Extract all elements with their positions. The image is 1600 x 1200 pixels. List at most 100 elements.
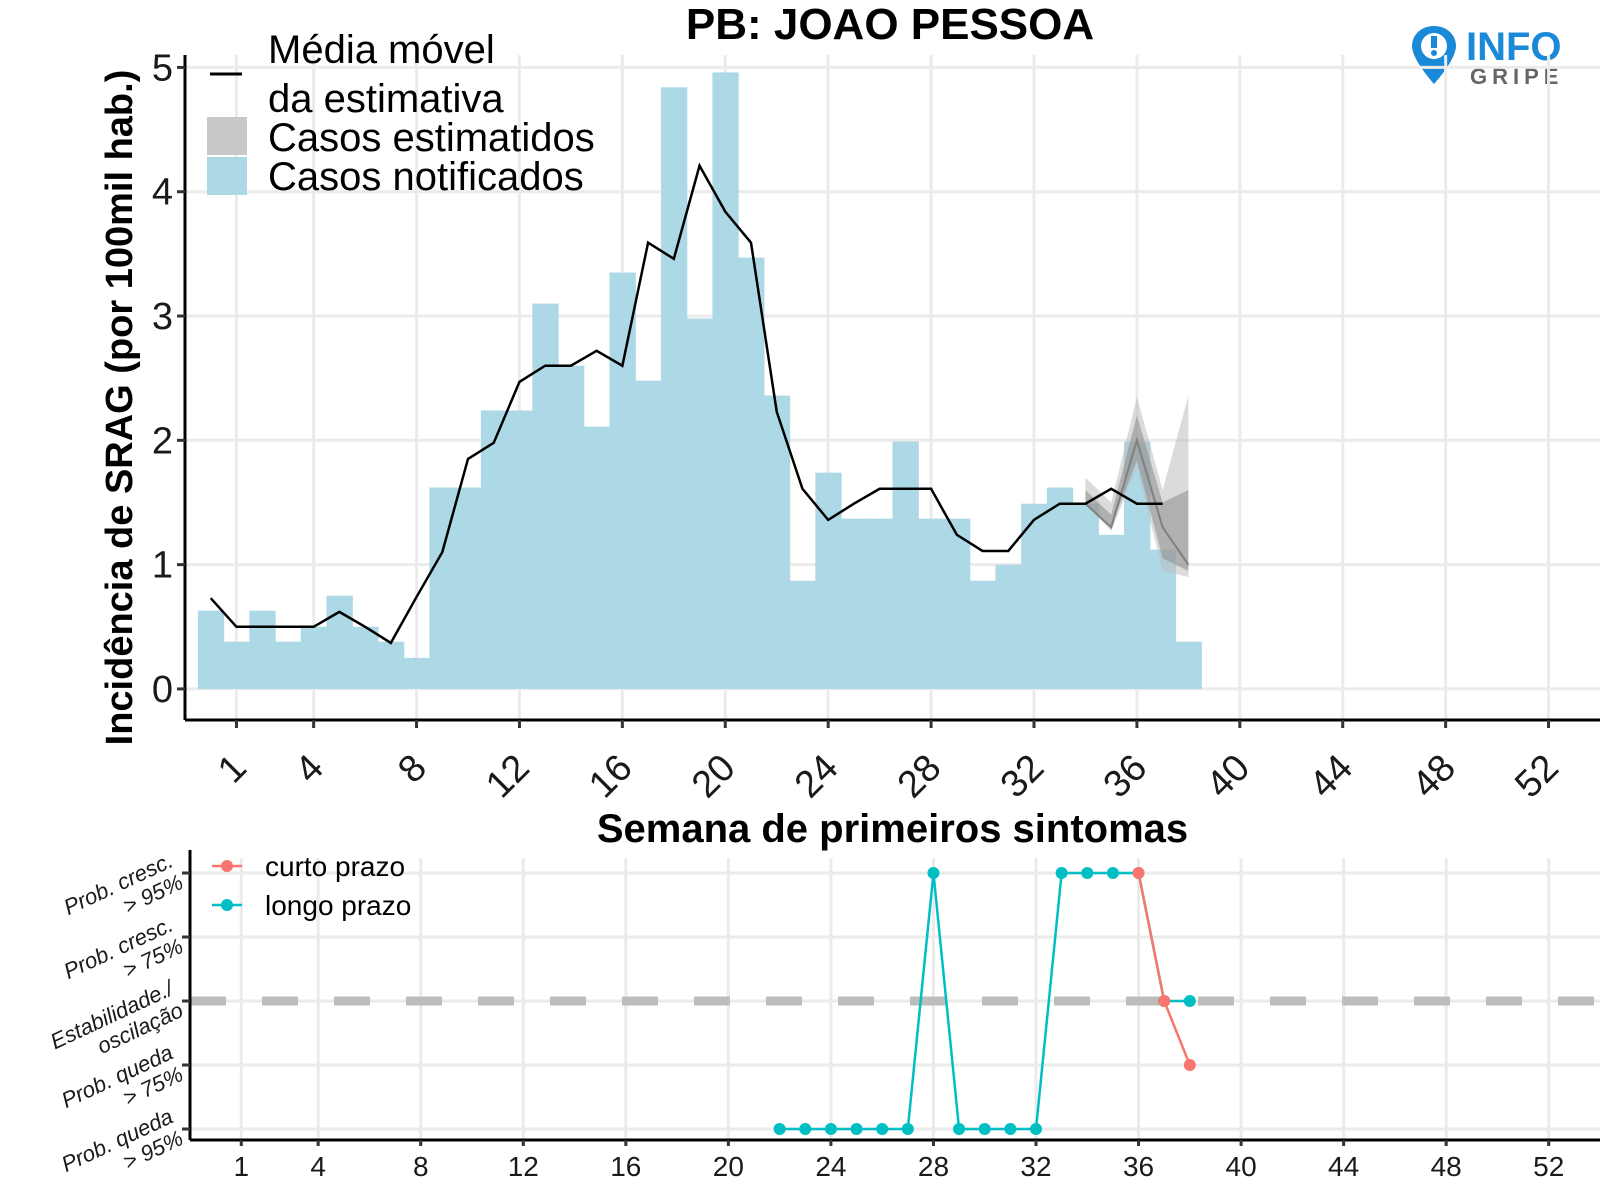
series-point: [824, 1123, 837, 1135]
trend-series: [773, 867, 1196, 1135]
bottom-legend: curto prazo longo prazo: [212, 851, 411, 921]
series-point: [773, 1123, 786, 1135]
x-tick-label: 52: [1533, 1151, 1564, 1182]
x-tick-label: 1: [233, 1151, 249, 1182]
legend-label: longo prazo: [265, 890, 411, 921]
x-axis-title: Semana de primeiros sintomas: [597, 807, 1188, 851]
x-tick-label: 4: [310, 1151, 326, 1182]
x-tick-label: 8: [413, 1151, 429, 1182]
series-point: [1158, 995, 1171, 1007]
notified-bar: [1098, 534, 1125, 689]
notified-bar: [686, 318, 714, 689]
notified-bar: [892, 441, 919, 689]
x-tick-label: 16: [610, 1151, 641, 1182]
x-tick-label: 40: [1226, 1151, 1257, 1182]
x-tick-label: 36: [1123, 1151, 1154, 1182]
notified-bar: [1072, 503, 1099, 689]
x-tick-label: 20: [713, 1151, 744, 1182]
series-point: [953, 1123, 966, 1135]
y-tick-label: 5: [152, 47, 173, 89]
x-tick-label: 24: [787, 747, 847, 807]
notified-bar: [712, 72, 739, 689]
notified-bar: [249, 610, 276, 689]
series-point: [1030, 1123, 1042, 1135]
notified-bars: [197, 72, 1202, 689]
x-tick-label: 52: [1507, 747, 1567, 807]
moving-average-path: [209, 162, 1163, 645]
series-point: [799, 1123, 812, 1135]
notified-bar: [866, 518, 894, 689]
notified-bar: [300, 626, 328, 689]
series-point: [1183, 995, 1196, 1007]
series-point: [901, 1123, 914, 1135]
notified-bar: [815, 472, 842, 689]
series-point: [1132, 867, 1145, 879]
legend-key-point: [221, 899, 233, 911]
legend-label-notified: Casos notificados: [268, 155, 584, 199]
notified-bar: [480, 410, 508, 689]
legend-label-moving-average-2: da estimativa: [268, 77, 504, 121]
legend-key-ribbon: [207, 117, 247, 155]
series-line: [1137, 872, 1191, 1066]
x-tick-label: 36: [1096, 747, 1156, 807]
legend-key-point: [221, 860, 233, 872]
notified-bar: [377, 641, 405, 689]
y-tick-label: 3: [152, 296, 173, 338]
x-tick-label: 44: [1301, 747, 1361, 807]
notified-bar: [352, 626, 379, 689]
legend-key-bar: [207, 157, 247, 195]
notified-bar: [1175, 641, 1202, 689]
notified-bar: [635, 380, 662, 689]
notified-bar: [275, 641, 302, 689]
notified-bar: [609, 272, 636, 689]
x-tick-label: 44: [1328, 1151, 1359, 1182]
legend-label-moving-average: Média móvel: [268, 28, 495, 72]
estimated-median-line: [1084, 436, 1190, 566]
x-tick-label: 28: [890, 747, 950, 807]
y-level-label: Prob. queda> 95%: [58, 1104, 187, 1177]
series-point: [1106, 867, 1119, 879]
series-point: [1183, 1059, 1196, 1071]
logo-text-info: INFO: [1466, 25, 1562, 69]
moving-average-line: [209, 162, 1163, 645]
series-point: [1004, 1123, 1017, 1135]
x-tick-label: 4: [287, 747, 332, 792]
notified-bar: [506, 410, 533, 689]
series-point: [927, 867, 940, 879]
y-tick-label: 1: [152, 545, 173, 587]
y-tick-label: 0: [152, 669, 173, 711]
y-tick-label: 4: [152, 172, 173, 214]
notified-bar: [455, 487, 482, 689]
notified-bar: [995, 564, 1022, 689]
page-title: PB: JOAO PESSOA: [685, 0, 1095, 49]
x-tick-label: 28: [918, 1151, 949, 1182]
series-point: [1081, 867, 1094, 879]
series-point: [978, 1123, 991, 1135]
x-tick-label: 16: [581, 747, 641, 807]
legend-label-estimated: Casos estimatidos: [268, 116, 595, 160]
notified-bar: [558, 365, 585, 689]
series-point: [850, 1123, 863, 1135]
estimated-ribbon-inner: [1085, 415, 1189, 571]
notified-bar: [223, 641, 250, 689]
notified-bar: [918, 518, 945, 689]
x-tick-label: 12: [508, 1151, 539, 1182]
notified-bar: [789, 580, 816, 689]
legend-label: curto prazo: [265, 851, 405, 882]
x-tick-label: 32: [1020, 1151, 1051, 1182]
notified-bar: [403, 657, 431, 689]
notified-bar: [532, 303, 559, 689]
x-tick-label: 1: [210, 747, 255, 792]
y-axis-title: Incidência de SRAG (por 100mil hab.): [99, 70, 141, 746]
notified-bar: [763, 395, 791, 689]
x-tick-label: 48: [1431, 1151, 1462, 1182]
estimated-ribbon: [1084, 395, 1190, 578]
x-tick-label: 8: [390, 747, 435, 792]
bottom-grid: [190, 858, 1600, 1140]
x-tick-label: 40: [1199, 747, 1259, 807]
notified-bar: [969, 580, 997, 689]
x-tick-label: 24: [815, 1151, 846, 1182]
x-tick-label: 20: [684, 747, 744, 807]
notified-bar: [583, 426, 611, 689]
